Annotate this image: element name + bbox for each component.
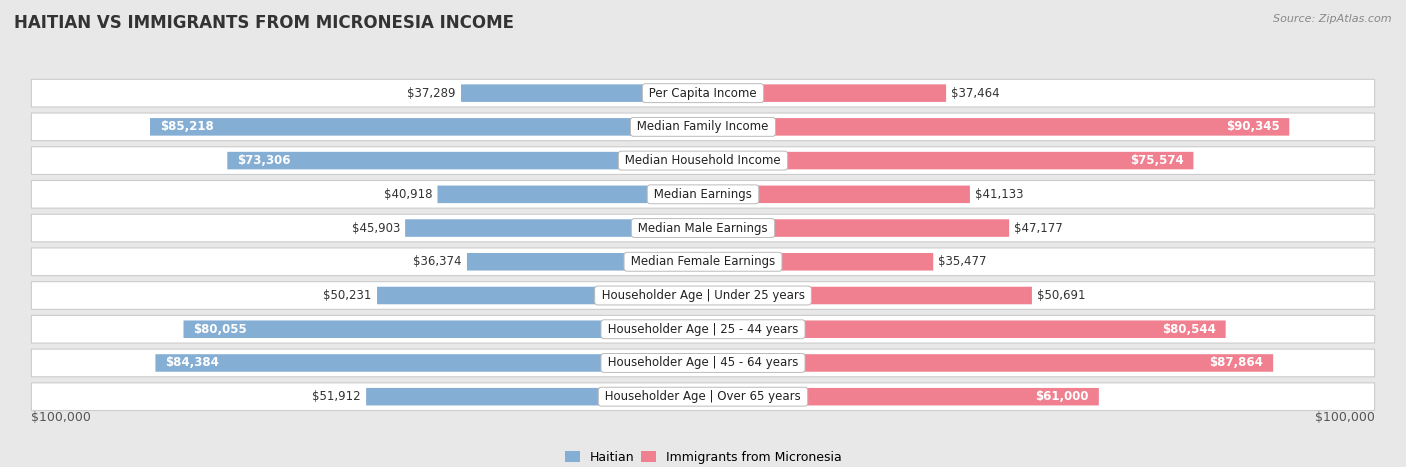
Text: $80,055: $80,055	[193, 323, 247, 336]
Text: HAITIAN VS IMMIGRANTS FROM MICRONESIA INCOME: HAITIAN VS IMMIGRANTS FROM MICRONESIA IN…	[14, 14, 515, 32]
Text: $80,544: $80,544	[1163, 323, 1216, 336]
FancyBboxPatch shape	[31, 248, 1375, 276]
Text: $73,306: $73,306	[238, 154, 291, 167]
Text: $51,912: $51,912	[312, 390, 361, 403]
FancyBboxPatch shape	[366, 388, 703, 405]
FancyBboxPatch shape	[703, 219, 1010, 237]
Text: Per Capita Income: Per Capita Income	[645, 87, 761, 99]
Text: Median Earnings: Median Earnings	[650, 188, 756, 201]
FancyBboxPatch shape	[703, 152, 1194, 170]
Text: $61,000: $61,000	[1036, 390, 1090, 403]
FancyBboxPatch shape	[31, 349, 1375, 377]
Text: Householder Age | Under 25 years: Householder Age | Under 25 years	[598, 289, 808, 302]
Text: $45,903: $45,903	[352, 221, 399, 234]
Text: Median Female Earnings: Median Female Earnings	[627, 255, 779, 268]
FancyBboxPatch shape	[31, 79, 1375, 107]
Text: Householder Age | Over 65 years: Householder Age | Over 65 years	[602, 390, 804, 403]
FancyBboxPatch shape	[703, 388, 1099, 405]
FancyBboxPatch shape	[31, 315, 1375, 343]
FancyBboxPatch shape	[467, 253, 703, 270]
FancyBboxPatch shape	[461, 85, 703, 102]
Legend: Haitian, Immigrants from Micronesia: Haitian, Immigrants from Micronesia	[560, 446, 846, 467]
Text: $75,574: $75,574	[1130, 154, 1184, 167]
Text: Source: ZipAtlas.com: Source: ZipAtlas.com	[1274, 14, 1392, 24]
Text: $47,177: $47,177	[1014, 221, 1063, 234]
FancyBboxPatch shape	[228, 152, 703, 170]
FancyBboxPatch shape	[405, 219, 703, 237]
Text: $37,464: $37,464	[952, 87, 1000, 99]
FancyBboxPatch shape	[184, 320, 703, 338]
FancyBboxPatch shape	[703, 185, 970, 203]
FancyBboxPatch shape	[31, 214, 1375, 242]
FancyBboxPatch shape	[703, 287, 1032, 304]
FancyBboxPatch shape	[703, 253, 934, 270]
Text: Householder Age | 25 - 44 years: Householder Age | 25 - 44 years	[605, 323, 801, 336]
FancyBboxPatch shape	[156, 354, 703, 372]
FancyBboxPatch shape	[31, 383, 1375, 410]
FancyBboxPatch shape	[31, 180, 1375, 208]
Text: Median Family Income: Median Family Income	[634, 120, 772, 134]
Text: Householder Age | 45 - 64 years: Householder Age | 45 - 64 years	[605, 356, 801, 369]
FancyBboxPatch shape	[437, 185, 703, 203]
Text: Median Household Income: Median Household Income	[621, 154, 785, 167]
Text: $40,918: $40,918	[384, 188, 432, 201]
Text: $87,864: $87,864	[1209, 356, 1264, 369]
Text: $36,374: $36,374	[413, 255, 461, 268]
FancyBboxPatch shape	[703, 118, 1289, 135]
Text: $50,691: $50,691	[1038, 289, 1085, 302]
Text: $100,000: $100,000	[1315, 411, 1375, 424]
Text: $85,218: $85,218	[160, 120, 214, 134]
FancyBboxPatch shape	[31, 147, 1375, 174]
FancyBboxPatch shape	[377, 287, 703, 304]
FancyBboxPatch shape	[150, 118, 703, 135]
FancyBboxPatch shape	[703, 320, 1226, 338]
Text: $41,133: $41,133	[976, 188, 1024, 201]
Text: $100,000: $100,000	[31, 411, 91, 424]
FancyBboxPatch shape	[31, 282, 1375, 309]
Text: $35,477: $35,477	[938, 255, 987, 268]
FancyBboxPatch shape	[703, 85, 946, 102]
FancyBboxPatch shape	[31, 113, 1375, 141]
Text: $37,289: $37,289	[408, 87, 456, 99]
Text: $84,384: $84,384	[165, 356, 219, 369]
Text: Median Male Earnings: Median Male Earnings	[634, 221, 772, 234]
FancyBboxPatch shape	[703, 354, 1274, 372]
Text: $90,345: $90,345	[1226, 120, 1279, 134]
Text: $50,231: $50,231	[323, 289, 371, 302]
